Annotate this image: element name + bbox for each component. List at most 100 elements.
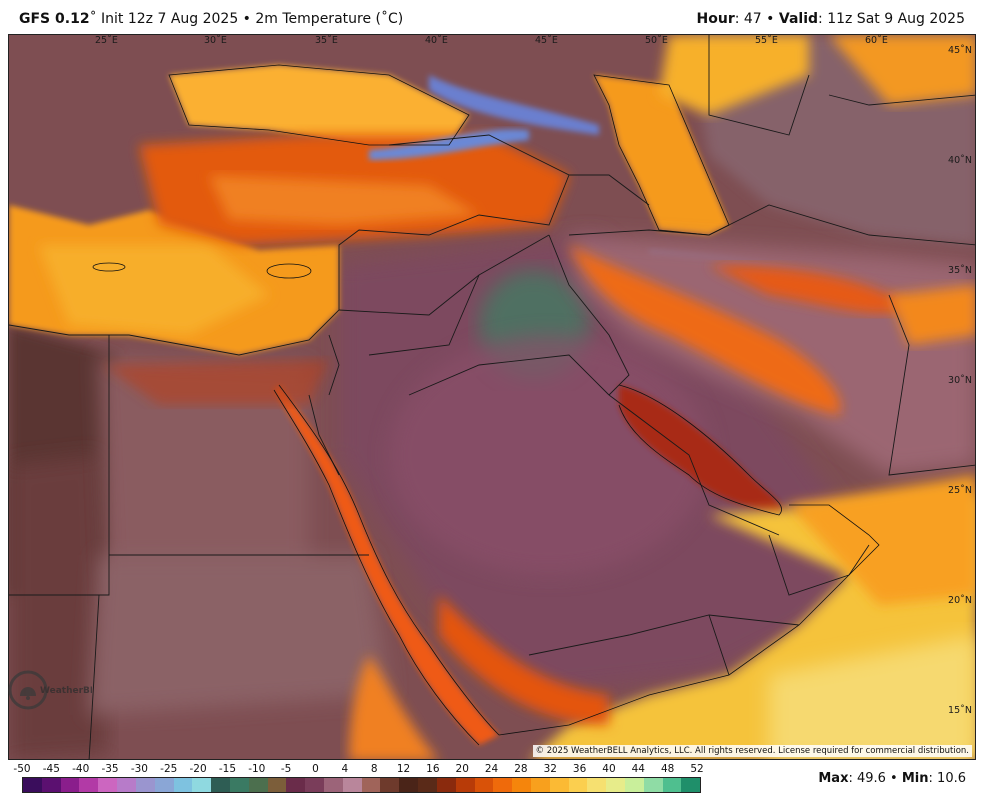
east-iran-warm [889, 285, 975, 345]
persian-gulf [619, 385, 782, 515]
longitude-label: 30˚E [204, 35, 227, 46]
colorbar-swatch [380, 778, 400, 792]
yemen-highlands [439, 595, 609, 725]
colorbar-swatch [342, 778, 362, 792]
colorbar-swatch [98, 778, 118, 792]
max-value: : 49.6 • [848, 771, 898, 786]
colorbar-swatch [474, 778, 494, 792]
max-label: Max [818, 771, 849, 786]
latitude-label: 20˚N [948, 595, 972, 606]
colorbar-tick-label: 4 [341, 763, 349, 775]
min-label: Min [901, 771, 929, 786]
colorbar-swatch [512, 778, 531, 792]
longitude-label: 25˚E [95, 35, 118, 46]
colorbar-swatch [399, 778, 419, 792]
caucasus-cool [429, 75, 599, 135]
init-and-field: Init 12z 7 Aug 2025 • 2m Temperature (˚C… [101, 11, 404, 27]
colorbar-swatch [436, 778, 456, 792]
colorbar-tick-label: -40 [72, 763, 90, 775]
colorbar-swatch [23, 778, 42, 792]
kazakh-warm [659, 35, 809, 115]
map-header: GFS 0.12˚ Init 12z 7 Aug 2025 • 2m Tempe… [0, 0, 984, 34]
coastlines [92, 64, 880, 746]
colorbar-swatch [568, 778, 588, 792]
colorbar-tick-labels: -50 -45 -40 -35 -30 -25 -20 -15 -10 -5 0 4 8 12 16 20 24… [0, 763, 720, 777]
colorbar-swatch [625, 778, 644, 792]
valid-value: : 11z Sat 9 Aug 2025 [818, 11, 965, 27]
gulf-of-oman [789, 475, 975, 605]
colorbar-swatch [211, 778, 230, 792]
colorbar-tick-label: 12 [396, 763, 411, 775]
bell-logo-icon: WeatherBELL [8, 670, 92, 710]
colorbar-tick-label: 52 [690, 763, 704, 775]
longitude-label: 45˚E [535, 35, 558, 46]
colorbar-swatch [135, 778, 155, 792]
colorbar-swatch [117, 778, 136, 792]
sudan-desert [89, 555, 389, 715]
colorbar-tick-label: -20 [189, 763, 207, 775]
colorbar-tick-label: -10 [248, 763, 266, 775]
colorbar-swatch [549, 778, 569, 792]
anatolia-inner [209, 175, 479, 225]
colorbar-tick-label: 20 [455, 763, 469, 775]
latitude-label: 30˚N [948, 375, 972, 386]
colorbar-tick-label: 32 [543, 763, 557, 775]
colorbar-swatch [192, 778, 212, 792]
longitude-label: 55˚E [755, 35, 778, 46]
colorbar-tick-label: -25 [160, 763, 178, 775]
valid-label: Valid [778, 11, 819, 27]
colorbar-tick-label: 36 [572, 763, 587, 775]
min-value: : 10.6 [928, 771, 966, 786]
colorbar-swatch [493, 778, 513, 792]
egypt-desert [99, 355, 309, 595]
colorbar-swatch [662, 778, 682, 792]
degree-mark: ˚ [89, 11, 97, 27]
colorbar-swatch [286, 778, 306, 792]
colorbar-tick-label: 44 [631, 763, 645, 775]
colorbar-swatch [154, 778, 174, 792]
colorbar-swatch [361, 778, 381, 792]
longitude-label: 40˚E [425, 35, 448, 46]
colorbar-swatch [267, 778, 287, 792]
med-warm-core [39, 245, 269, 335]
max-min-stats: Max: 49.6 • Min: 10.6 [818, 771, 966, 786]
map-canvas [9, 35, 975, 759]
hour-label: Hour [696, 11, 735, 27]
map-title: GFS 0.12˚ Init 12z 7 Aug 2025 • 2m Tempe… [19, 11, 403, 27]
zagros-range [569, 245, 841, 415]
colorbar-swatch [530, 778, 550, 792]
model-name: GFS 0.12 [19, 11, 90, 27]
black-sea [169, 65, 469, 145]
latitude-label: 40˚N [948, 155, 972, 166]
colorbar-tick-label: -50 [13, 763, 31, 775]
colorbar-swatch [305, 778, 324, 792]
latitude-label: 15˚N [948, 705, 972, 716]
colorbar-tick-label: 16 [426, 763, 440, 775]
colorbar-tick-label: 24 [484, 763, 499, 775]
valid-time: Hour: 47 • Valid: 11z Sat 9 Aug 2025 [697, 11, 965, 27]
colorbar-tick-label: 48 [660, 763, 675, 775]
colorbar-swatch [60, 778, 80, 792]
longitude-label: 60˚E [865, 35, 888, 46]
colorbar-tick-label: 28 [514, 763, 528, 775]
red-sea [274, 385, 499, 745]
ethiopia-highlands [349, 655, 438, 759]
colorbar-tick-label: -5 [280, 763, 292, 775]
open-ocean-warm [769, 635, 975, 759]
temperature-map: 25˚E 30˚E 35˚E 40˚E 45˚E 50˚E 55˚E 60˚E … [8, 34, 976, 760]
elburz-range [709, 265, 909, 314]
copyright-notice: © 2025 WeatherBELL Analytics, LLC. All r… [532, 745, 972, 757]
colorbar-tick-label: -45 [42, 763, 60, 775]
temperature-colorbar [22, 777, 701, 793]
latitude-label: 45˚N [948, 45, 972, 56]
hour-value: : 47 • [734, 11, 775, 27]
sahara-land [9, 455, 109, 759]
latitude-label: 35˚N [948, 265, 972, 276]
colorbar-swatch [455, 778, 475, 792]
longitude-label: 35˚E [315, 35, 338, 46]
colorbar-swatch [418, 778, 437, 792]
caspian-sea [594, 75, 729, 235]
colorbar-tick-label: 0 [312, 763, 319, 775]
longitude-label: 50˚E [645, 35, 668, 46]
colorbar-tick-label: -35 [101, 763, 119, 775]
